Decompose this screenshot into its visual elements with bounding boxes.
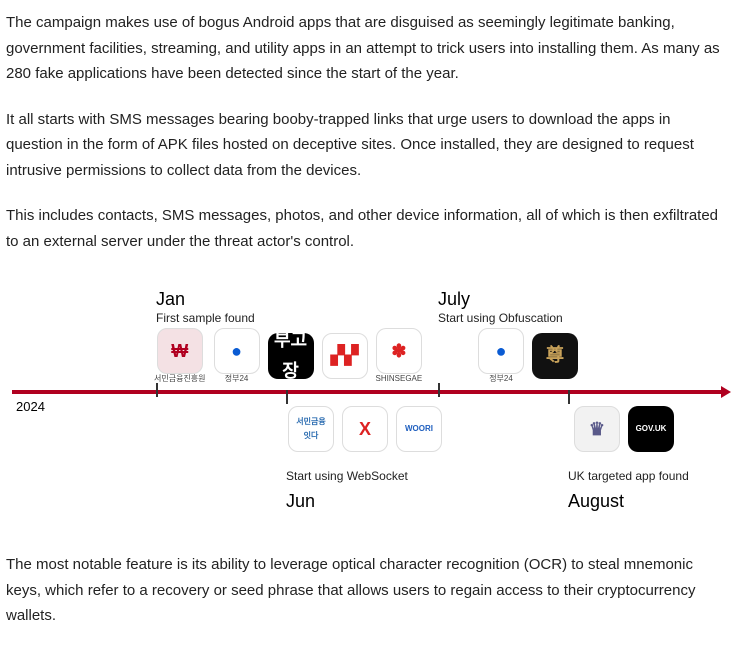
tick-august [568,390,570,404]
sub-july: Start using Obfuscation [438,308,563,328]
shinsegae-icon-label: SHINSEGAE [376,375,423,383]
icon-row-july: ●정부24尊 [478,328,578,383]
finance-app-icon: ₩서민금융진흥원 [154,328,206,383]
icon-row-jan: ₩서민금융진흥원●정부24부고장▞▞✽SHINSEGAE [154,328,422,383]
gov24-icon: ●정부24 [214,328,260,383]
timeline-axis [12,390,723,394]
gov24-icon-label: 정부24 [225,375,249,383]
uk-crest-icon: ♛ [574,406,620,452]
shinsegae-icon: ✽SHINSEGAE [376,328,423,383]
dark-seal-icon: 尊 [532,333,578,379]
month-jun: Jun [286,486,315,517]
timeline-year: 2024 [16,396,45,418]
tick-jan [156,383,158,397]
finance-app-icon-label: 서민금융진흥원 [154,375,206,383]
paragraph-1: The campaign makes use of bogus Android … [6,10,725,87]
tick-july [438,383,440,397]
paragraph-4: The most notable feature is its ability … [6,552,725,629]
gov-uk-icon: GOV.UK [628,406,674,452]
gov24-icon-2: ●정부24 [478,328,524,383]
sub-jan: First sample found [156,308,255,328]
red-geom-icon: ▞▞ [322,333,368,379]
loan-app-icon: 서민금융 잇다 [288,406,334,452]
tick-jun [286,390,288,404]
gov24-icon-2-label: 정부24 [489,375,513,383]
paragraph-3: This includes contacts, SMS messages, ph… [6,203,725,254]
paragraph-2: It all starts with SMS messages bearing … [6,107,725,184]
x-red-icon: X [342,406,388,452]
sub-aug: UK targeted app found [568,466,689,486]
month-aug: August [568,486,624,517]
timeline-infographic: 2024 Jan First sample found July Start u… [6,282,725,522]
bugojang-icon: 부고장 [268,333,314,379]
sub-jun: Start using WebSocket [286,466,408,486]
icon-row-jun: 서민금융 잇다XWOORI [288,406,442,452]
icon-row-aug: ♛GOV.UK [574,406,674,452]
woori-icon: WOORI [396,406,442,452]
